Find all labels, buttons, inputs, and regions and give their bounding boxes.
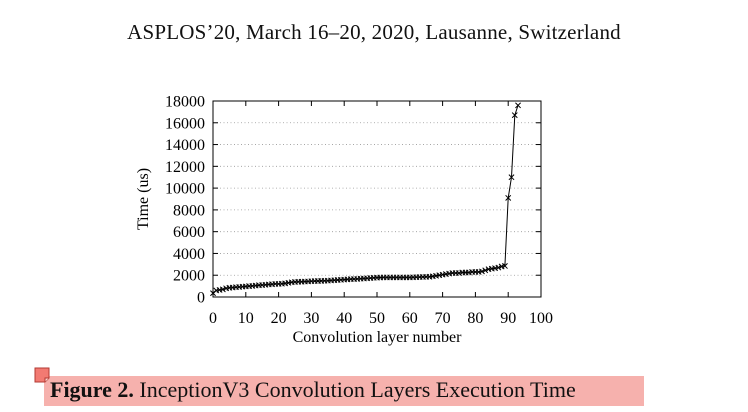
y-tick-label: 0 bbox=[197, 290, 205, 307]
x-axis-label: Convolution layer number bbox=[293, 329, 463, 346]
x-tick-label: 70 bbox=[435, 310, 451, 327]
figure-caption: Figure 2. InceptionV3 Convolution Layers… bbox=[50, 377, 576, 403]
x-tick-label: 20 bbox=[271, 310, 287, 327]
y-tick-label: 18000 bbox=[165, 94, 205, 111]
y-axis-label: Time (us) bbox=[135, 168, 152, 230]
x-tick-label: 100 bbox=[529, 310, 553, 327]
x-tick-label: 30 bbox=[303, 310, 319, 327]
x-tick-label: 50 bbox=[369, 310, 385, 327]
y-tick-label: 2000 bbox=[173, 268, 205, 285]
x-tick-label: 80 bbox=[467, 310, 483, 327]
data-point bbox=[479, 268, 485, 275]
x-tick-label: 0 bbox=[209, 310, 217, 327]
data-point bbox=[219, 286, 226, 293]
caption-highlight bbox=[44, 376, 644, 406]
x-tick-label: 60 bbox=[402, 310, 418, 327]
y-tick-label: 16000 bbox=[165, 115, 205, 132]
data-point bbox=[482, 267, 489, 274]
x-tick-label: 10 bbox=[238, 310, 254, 327]
y-tick-label: 4000 bbox=[173, 246, 205, 263]
figure-caption-text: InceptionV3 Convolution Layers Execution… bbox=[139, 377, 576, 402]
y-tick-label: 12000 bbox=[165, 159, 205, 176]
data-point bbox=[508, 174, 515, 181]
plot-frame bbox=[212, 100, 542, 298]
data-point bbox=[505, 194, 512, 201]
data-point bbox=[501, 263, 508, 269]
figure-label: Figure 2. bbox=[50, 377, 134, 402]
data-point bbox=[495, 264, 502, 271]
y-tick-label: 8000 bbox=[173, 202, 205, 219]
y-tick-label: 10000 bbox=[165, 181, 205, 198]
data-point bbox=[511, 112, 518, 119]
y-tick-label: 6000 bbox=[173, 224, 205, 241]
data-point bbox=[515, 102, 521, 109]
x-tick-label: 90 bbox=[500, 310, 516, 327]
x-tick-label: 40 bbox=[336, 310, 352, 327]
note-icon[interactable] bbox=[34, 367, 50, 383]
running-head: ASPLOS’20, March 16–20, 2020, Lausanne, … bbox=[127, 20, 621, 44]
y-tick-label: 14000 bbox=[165, 137, 205, 154]
series-line bbox=[212, 105, 519, 294]
